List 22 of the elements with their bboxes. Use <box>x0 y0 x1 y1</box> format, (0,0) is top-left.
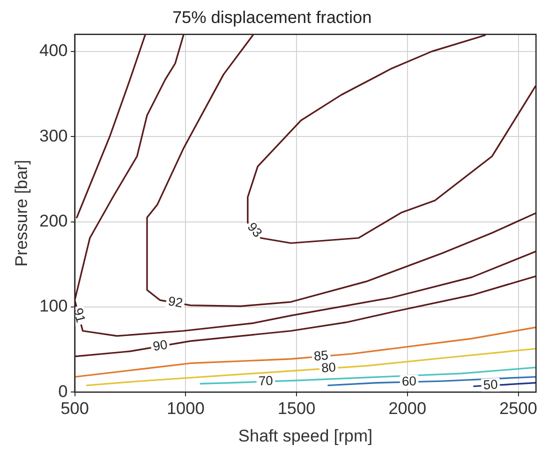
y-tick-label: 0 <box>58 382 68 401</box>
x-tick-label: 2000 <box>388 399 426 418</box>
x-tick-label: 2500 <box>499 399 538 418</box>
series-label: 85 <box>313 347 329 364</box>
text: 92 <box>167 293 184 310</box>
x-tick-label: 500 <box>60 399 89 418</box>
y-tick-label: 400 <box>39 41 68 60</box>
text: 91 <box>70 306 89 324</box>
y-tick-label: 200 <box>39 212 68 231</box>
series-label: 50 <box>482 376 498 392</box>
x-tick-label: 1000 <box>166 399 205 418</box>
y-axis-title: Pressure [bar] <box>12 160 31 267</box>
text: 90 <box>152 336 168 354</box>
x-tick-label: 1500 <box>278 399 316 418</box>
text: 93 <box>244 219 266 240</box>
y-tick-label: 100 <box>39 296 68 316</box>
series-label: 70 <box>258 372 274 388</box>
series-label: 60 <box>402 373 417 389</box>
series-label: 80 <box>320 359 336 376</box>
chart-title: 75% displacement fraction <box>172 8 372 27</box>
y-tick-label: 300 <box>39 126 68 146</box>
x-axis-title: Shaft speed [rpm] <box>238 426 372 446</box>
